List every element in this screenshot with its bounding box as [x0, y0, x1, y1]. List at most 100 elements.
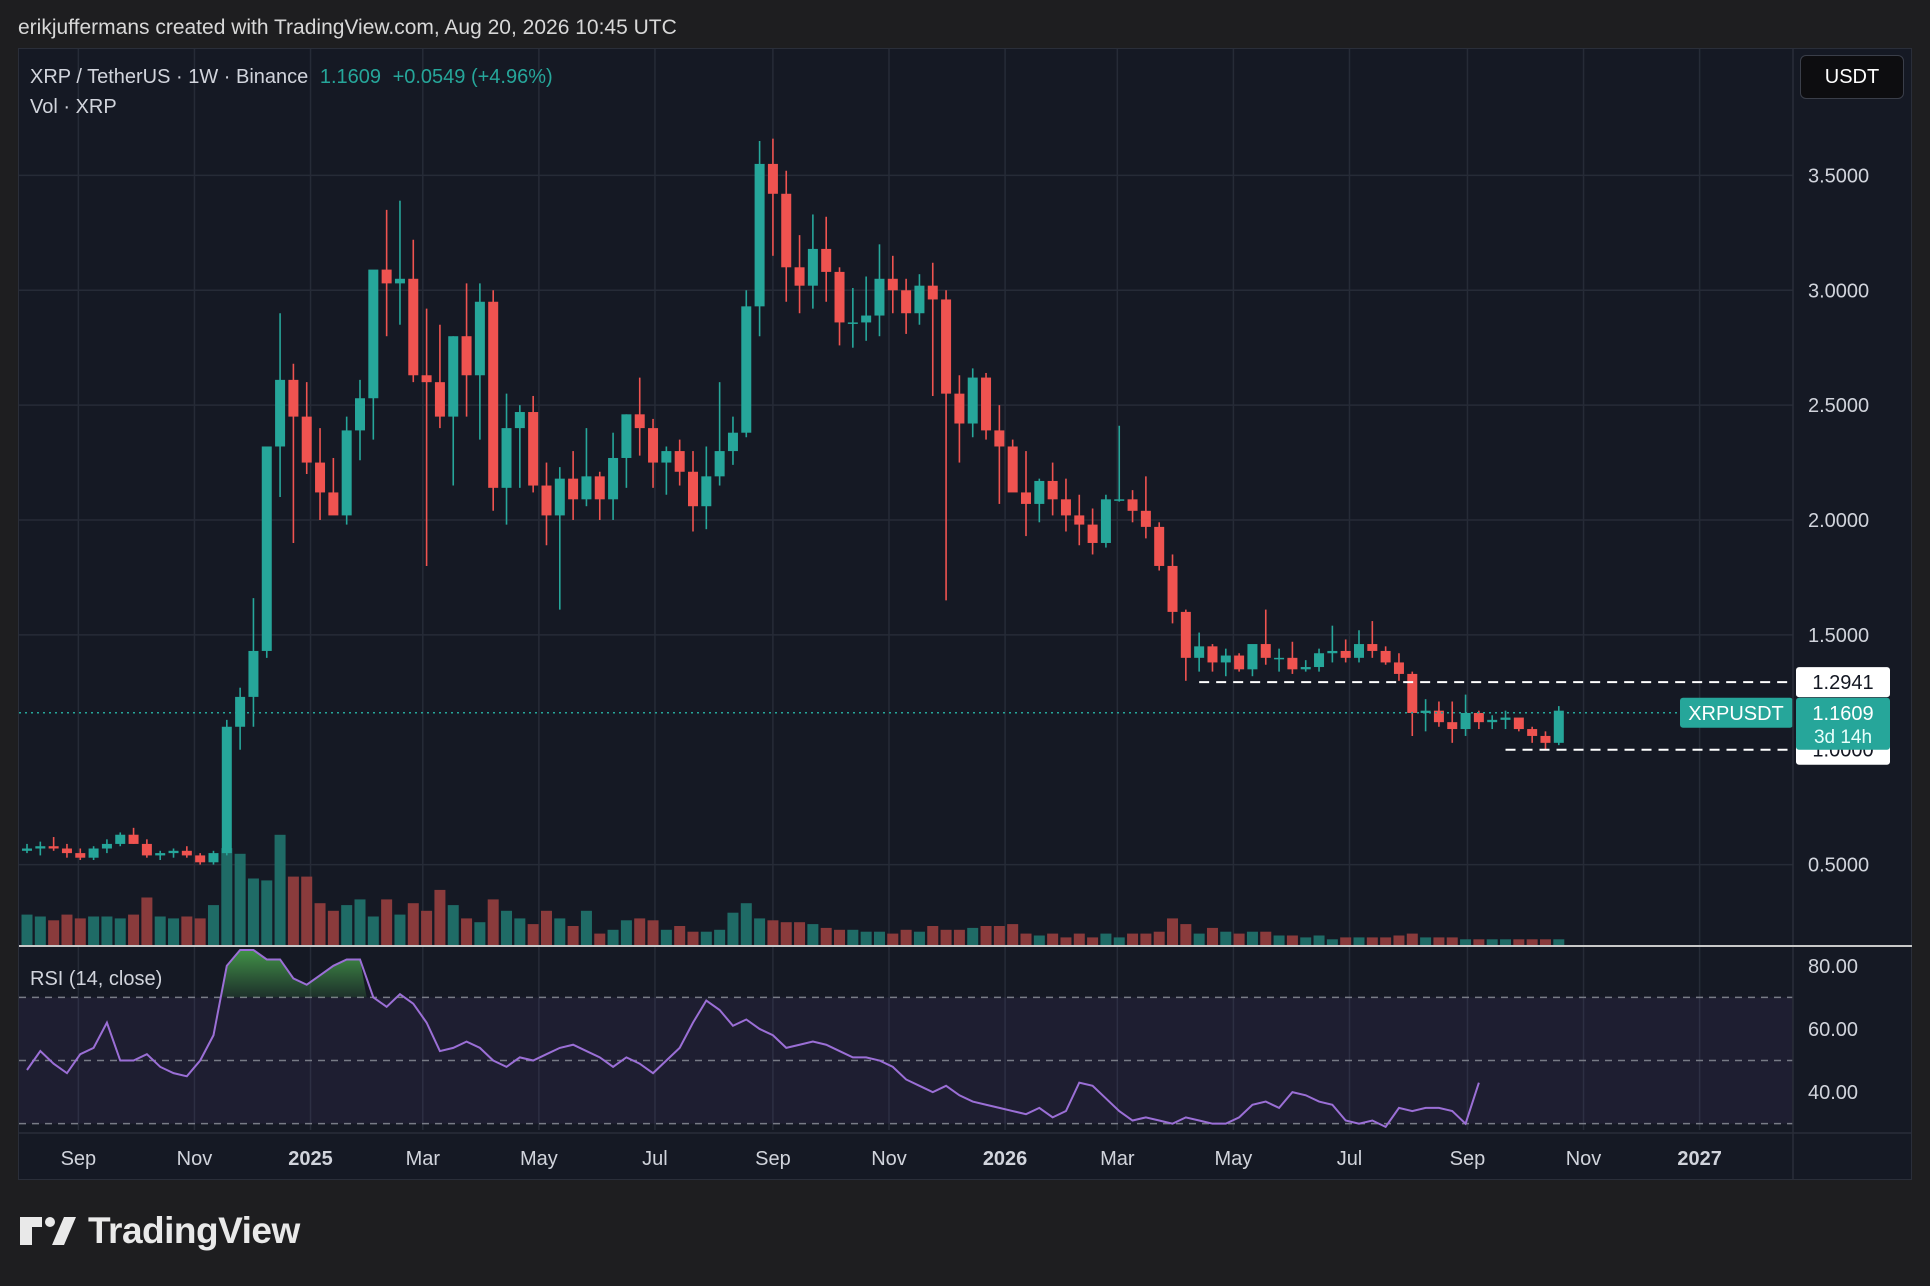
time-tick-label: 2026: [983, 1148, 1028, 1170]
chart-axes: 0.5000 1.5000 2.0000 2.5000 3.0000 3.5000 Sep N…: [19, 49, 1912, 1180]
candle-body: [954, 393, 965, 424]
volume-bar: [21, 914, 33, 945]
volume-bar: [1260, 931, 1272, 945]
volume-bar: [594, 933, 606, 945]
candle-body: [661, 451, 672, 463]
candle-body: [741, 306, 752, 433]
candle-body: [248, 650, 259, 697]
price-tick-label: 2.5000: [1808, 395, 1869, 417]
candle-body: [1114, 499, 1125, 501]
volume-bar: [700, 931, 712, 945]
candle-body: [1247, 644, 1258, 670]
candle-body: [461, 336, 472, 376]
volume-bars: [21, 834, 1565, 945]
candle-body: [128, 834, 139, 844]
candle-body: [1327, 650, 1338, 654]
candle-body: [781, 193, 792, 268]
price-tick-label: 2.0000: [1808, 510, 1869, 532]
candle-body: [1473, 712, 1484, 723]
candle-body: [61, 848, 72, 854]
candle-body: [315, 462, 326, 493]
candle-body: [275, 379, 286, 447]
time-tick-label: 2025: [288, 1148, 333, 1170]
volume-bar: [807, 924, 819, 945]
price-tick-label: 1.5000: [1808, 625, 1869, 647]
volume-bar: [1286, 935, 1298, 945]
legend-change: +0.0549 (+4.96%): [392, 66, 553, 88]
candle-body: [501, 428, 512, 488]
volume-bar: [674, 926, 686, 945]
volume-bar: [434, 889, 446, 945]
level-tag-label: 1.2941: [1812, 672, 1873, 694]
volume-bar: [34, 916, 46, 945]
volume-bar: [1366, 937, 1378, 945]
volume-bar: [607, 929, 619, 945]
candle-body: [1447, 722, 1458, 730]
volume-bar: [660, 929, 672, 945]
currency-button[interactable]: USDT: [1800, 55, 1904, 99]
candle-body: [714, 451, 725, 477]
volume-bar: [913, 931, 925, 945]
rsi-legend[interactable]: RSI (14, close): [30, 968, 163, 990]
candle-body: [341, 430, 352, 516]
volume-bar: [1047, 933, 1059, 945]
candle-body: [861, 315, 872, 323]
volume-bar: [727, 912, 739, 945]
candle-body: [48, 846, 59, 849]
volume-legend[interactable]: Vol · XRP: [30, 96, 117, 118]
volume-bar: [953, 929, 965, 945]
volume-bar: [367, 916, 379, 945]
candle-body: [1340, 650, 1351, 658]
volume-bar: [980, 926, 992, 945]
candle-body: [488, 301, 499, 488]
candle-body: [1140, 510, 1151, 527]
volume-bar: [1060, 937, 1072, 945]
volume-bar: [1007, 924, 1019, 945]
volume-bar: [234, 853, 246, 945]
candle-body: [261, 446, 272, 651]
time-tick-label: Nov: [177, 1148, 213, 1170]
candle-body: [1274, 657, 1285, 660]
candle-body: [1060, 499, 1071, 516]
time-tick-label: Jul: [642, 1148, 668, 1170]
candle-body: [208, 853, 219, 863]
candle-body: [1287, 657, 1298, 670]
volume-bar: [207, 905, 219, 945]
volume-bar: [274, 834, 286, 945]
candle-body: [541, 485, 552, 516]
price-tag: [1796, 697, 1890, 750]
volume-bar: [354, 899, 366, 945]
candle-body: [1314, 653, 1325, 668]
candle-body: [1393, 662, 1404, 674]
candle-body: [1154, 526, 1165, 566]
volume-bar: [1446, 937, 1458, 945]
candle-body: [847, 322, 858, 324]
candle-body: [408, 278, 419, 376]
volume-bar: [154, 916, 166, 945]
rsi-tick-label: 40.00: [1808, 1082, 1858, 1104]
volume-bar: [1473, 939, 1485, 945]
candle-body: [887, 278, 898, 291]
volume-bar: [1193, 933, 1205, 945]
volume-bar: [314, 903, 326, 945]
candle-body: [448, 336, 459, 417]
candle-body: [1220, 655, 1231, 663]
candle-body: [235, 696, 246, 727]
candle-body: [648, 428, 659, 463]
candle-body: [568, 478, 579, 500]
volume-bar: [487, 899, 499, 945]
volume-bar: [1406, 933, 1418, 945]
candle-body: [767, 163, 778, 194]
volume-bar: [1340, 937, 1352, 945]
candle-body: [1354, 644, 1364, 658]
tradingview-logo-icon: [20, 1217, 76, 1245]
candle-body: [994, 430, 1005, 447]
candle-body: [821, 248, 832, 272]
legend-symbol[interactable]: XRP / TetherUS · 1W · Binance: [30, 66, 309, 88]
candle-body: [514, 412, 525, 429]
volume-bar: [1486, 939, 1498, 945]
volume-bar: [1420, 937, 1432, 945]
candle-body: [181, 850, 192, 856]
volume-bar: [527, 924, 539, 945]
